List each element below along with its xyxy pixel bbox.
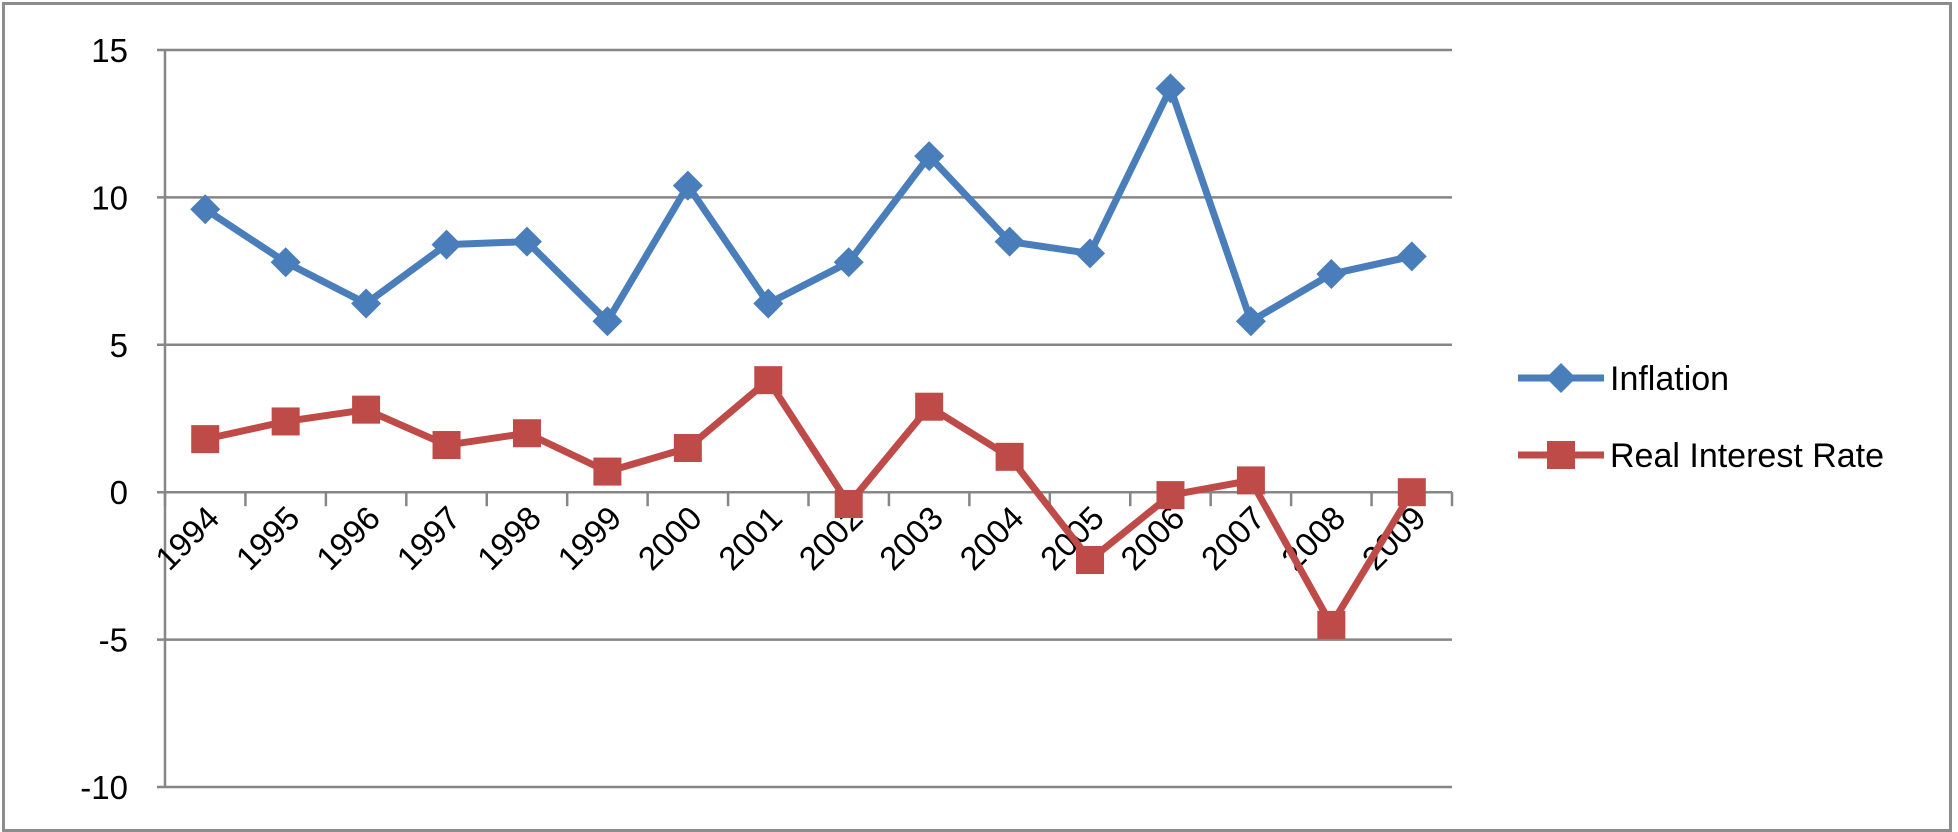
data-point-inflation bbox=[431, 229, 462, 260]
x-tick-label: 1998 bbox=[470, 499, 548, 577]
data-point-inflation bbox=[833, 247, 864, 278]
y-tick-label: 15 bbox=[91, 32, 128, 69]
data-point-inflation bbox=[1316, 259, 1347, 290]
x-tick-label: 2001 bbox=[711, 499, 789, 577]
legend-marker-square bbox=[1547, 441, 1575, 469]
x-tick-label: 2004 bbox=[952, 499, 1030, 577]
data-point-real-interest-rate bbox=[1317, 610, 1346, 639]
data-point-real-interest-rate bbox=[271, 407, 300, 436]
y-tick-label: 5 bbox=[110, 327, 128, 364]
data-point-real-interest-rate bbox=[995, 442, 1024, 471]
data-point-inflation bbox=[190, 194, 221, 225]
data-point-inflation bbox=[753, 288, 784, 319]
data-point-inflation bbox=[592, 306, 623, 337]
x-tick-label: 2007 bbox=[1194, 499, 1272, 577]
data-point-real-interest-rate bbox=[593, 457, 622, 486]
data-point-real-interest-rate bbox=[512, 419, 541, 448]
y-tick-labels: 15 10 5 0 -5 -10 bbox=[80, 32, 128, 806]
data-point-real-interest-rate bbox=[915, 392, 944, 421]
data-point-inflation bbox=[511, 226, 542, 257]
data-point-real-interest-rate bbox=[834, 489, 863, 518]
data-point-inflation bbox=[1075, 238, 1106, 269]
data-point-inflation bbox=[1155, 73, 1186, 104]
y-tick-label: -10 bbox=[80, 769, 128, 806]
data-point-inflation bbox=[351, 288, 382, 319]
y-tick-label: -5 bbox=[99, 622, 128, 659]
data-point-real-interest-rate bbox=[1156, 481, 1185, 510]
data-point-inflation bbox=[994, 226, 1025, 257]
y-tick-label: 10 bbox=[91, 179, 128, 216]
data-point-real-interest-rate bbox=[432, 431, 461, 460]
axes bbox=[163, 50, 1454, 787]
legend-label: Real Interest Rate bbox=[1610, 437, 1884, 475]
gridlines bbox=[157, 48, 1452, 789]
data-point-inflation bbox=[270, 247, 301, 278]
x-tick-labels: 1994 1995 1996 1997 1998 1999 2000 2001 2002 2003… bbox=[148, 499, 1433, 577]
series-line-1 bbox=[201, 376, 1416, 629]
data-point-real-interest-rate bbox=[1397, 478, 1426, 507]
x-tick-label: 1994 bbox=[148, 499, 226, 577]
data-point-inflation bbox=[914, 141, 945, 172]
series bbox=[190, 73, 1427, 639]
series-line-0 bbox=[201, 84, 1416, 325]
data-point-real-interest-rate bbox=[1236, 466, 1265, 495]
x-tick-label: 2000 bbox=[631, 499, 709, 577]
data-point-real-interest-rate bbox=[1076, 546, 1105, 575]
x-tick-label: 1999 bbox=[550, 499, 628, 577]
data-point-real-interest-rate bbox=[754, 366, 783, 395]
legend-marker-diamond bbox=[1546, 363, 1576, 393]
data-point-real-interest-rate bbox=[352, 395, 381, 424]
x-tick-label: 1995 bbox=[229, 499, 307, 577]
legend: Inflation Real Interest Rate bbox=[1518, 360, 1884, 475]
data-point-inflation bbox=[1235, 306, 1266, 337]
legend-label: Inflation bbox=[1610, 360, 1729, 398]
y-tick-label: 0 bbox=[110, 474, 128, 511]
data-point-inflation bbox=[1396, 241, 1427, 272]
data-point-real-interest-rate bbox=[191, 425, 220, 454]
data-point-inflation bbox=[672, 170, 703, 201]
x-tick-label: 1997 bbox=[389, 499, 467, 577]
data-point-real-interest-rate bbox=[673, 433, 702, 462]
x-tick-label: 2003 bbox=[872, 499, 950, 577]
x-tick-label: 1996 bbox=[309, 499, 387, 577]
